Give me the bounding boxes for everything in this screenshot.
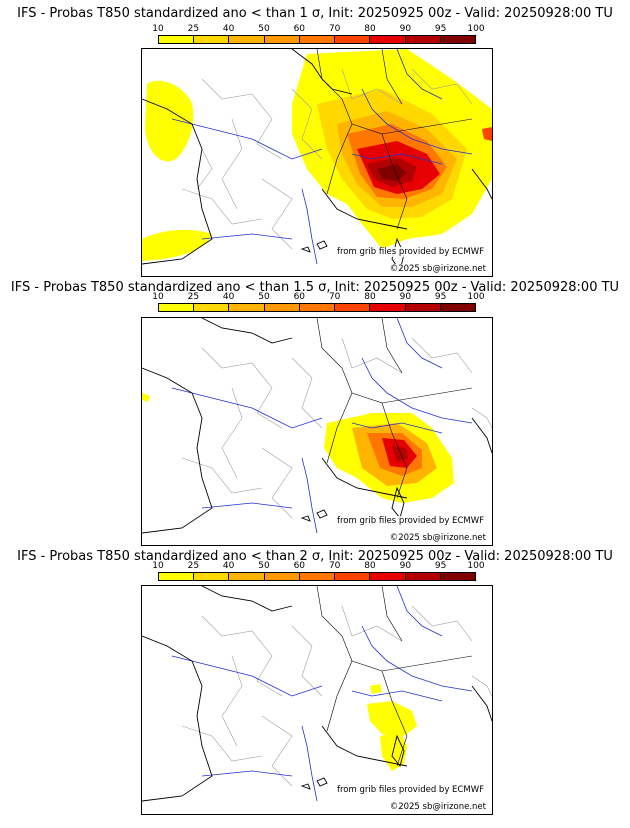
colorbar-tick: 80 <box>364 24 376 34</box>
map-svg <box>142 49 492 273</box>
colorbar-swatch <box>299 573 336 580</box>
colorbar-swatch <box>159 573 195 580</box>
colorbar-swatch <box>335 573 371 580</box>
colorbar-swatch <box>159 304 195 311</box>
colorbar-swatch <box>229 573 265 580</box>
colorbar-swatch <box>440 36 475 43</box>
colorbar-swatch <box>159 36 195 43</box>
colorbar-tick: 70 <box>328 292 341 302</box>
colorbar-swatch <box>229 36 265 43</box>
colorbar-swatch <box>299 36 336 43</box>
rivers <box>171 318 473 534</box>
panel-title: IFS - Probas T850 standardized ano < tha… <box>17 549 613 564</box>
colorbar-labels: 10 25 40 50 60 70 80 90 95 100 <box>152 24 484 34</box>
colorbar-tick: 25 <box>187 24 200 34</box>
country-borders <box>316 49 473 230</box>
map-svg <box>142 586 492 802</box>
colorbar-tick: 60 <box>293 292 306 302</box>
coastlines <box>142 318 492 534</box>
colorbar-swatch <box>194 304 230 311</box>
colorbar-tick: 100 <box>467 292 485 302</box>
colorbar-tick: 60 <box>293 561 306 571</box>
colorbar-tick: 60 <box>293 24 306 34</box>
panel-2: IFS - Probas T850 standardized ano < tha… <box>0 278 630 548</box>
source-credit: from grib files provided by ECMWF <box>335 785 486 795</box>
probability-field <box>367 684 417 771</box>
colorbar <box>158 35 476 44</box>
colorbar-tick: 50 <box>258 561 270 571</box>
colorbar <box>158 303 476 312</box>
map-svg <box>142 318 492 534</box>
colorbar-swatch <box>299 304 336 311</box>
colorbar-swatch <box>405 304 441 311</box>
colorbar-labels: 10 25 40 50 60 70 80 90 95 100 <box>152 292 484 302</box>
colorbar-tick: 100 <box>467 24 485 34</box>
copyright-credit: ©2025 sb@irizone.net <box>387 533 488 543</box>
source-credit: from grib files provided by ECMWF <box>335 247 486 257</box>
colorbar-tick: 100 <box>467 561 485 571</box>
colorbar-tick: 95 <box>434 24 447 34</box>
colorbar-tick: 90 <box>399 292 412 302</box>
probability-map: from grib files provided by ECMWF ©2025 … <box>141 317 493 546</box>
admin-boundaries <box>181 337 492 519</box>
colorbar-tick: 40 <box>222 292 235 302</box>
colorbar-swatch <box>194 36 230 43</box>
colorbar-tick: 90 <box>399 561 412 571</box>
admin-boundaries <box>181 605 492 787</box>
colorbar-tick: 40 <box>222 561 235 571</box>
colorbar-swatch <box>229 304 265 311</box>
coastlines <box>142 586 492 802</box>
copyright-credit: ©2025 sb@irizone.net <box>387 264 488 274</box>
colorbar-swatch <box>440 304 475 311</box>
colorbar-tick: 80 <box>364 292 376 302</box>
colorbar-tick: 95 <box>434 561 447 571</box>
rivers <box>171 49 473 265</box>
country-borders <box>316 318 473 499</box>
rivers <box>171 586 473 802</box>
colorbar-swatch <box>405 573 441 580</box>
panel-3: IFS - Probas T850 standardized ano < tha… <box>0 547 630 822</box>
probability-map: from grib files provided by ECMWF ©2025 … <box>141 48 493 277</box>
source-credit: from grib files provided by ECMWF <box>335 516 486 526</box>
colorbar-swatch <box>264 304 300 311</box>
colorbar-swatch <box>335 36 371 43</box>
panel-1: IFS - Probas T850 standardized ano < tha… <box>0 6 630 280</box>
colorbar-tick: 25 <box>187 561 200 571</box>
probability-field <box>142 393 454 503</box>
colorbar-swatch <box>370 304 406 311</box>
colorbar-swatch <box>335 304 371 311</box>
colorbar-tick: 40 <box>222 24 235 34</box>
colorbar-tick: 90 <box>399 24 412 34</box>
colorbar-tick: 10 <box>152 292 164 302</box>
colorbar <box>158 572 476 581</box>
colorbar-tick: 50 <box>258 292 270 302</box>
colorbar-swatch <box>370 36 406 43</box>
probability-map: from grib files provided by ECMWF ©2025 … <box>141 585 493 815</box>
colorbar-swatch <box>194 573 230 580</box>
colorbar-swatch <box>264 573 300 580</box>
colorbar-swatch <box>405 36 441 43</box>
colorbar-tick: 95 <box>434 292 447 302</box>
panel-title: IFS - Probas T850 standardized ano < tha… <box>10 280 620 295</box>
colorbar-swatch <box>264 36 300 43</box>
colorbar-labels: 10 25 40 50 60 70 80 90 95 100 <box>152 561 484 571</box>
colorbar-tick: 10 <box>152 24 164 34</box>
colorbar-tick: 70 <box>328 561 341 571</box>
colorbar-tick: 80 <box>364 561 376 571</box>
colorbar-swatch <box>370 573 406 580</box>
colorbar-tick: 10 <box>152 561 164 571</box>
colorbar-swatch <box>440 573 475 580</box>
panel-title: IFS - Probas T850 standardized ano < tha… <box>17 6 613 21</box>
probability-field <box>142 49 492 261</box>
colorbar-tick: 25 <box>187 292 200 302</box>
colorbar-tick: 50 <box>258 24 270 34</box>
copyright-credit: ©2025 sb@irizone.net <box>387 802 488 812</box>
colorbar-tick: 70 <box>328 24 341 34</box>
country-borders <box>316 586 473 767</box>
